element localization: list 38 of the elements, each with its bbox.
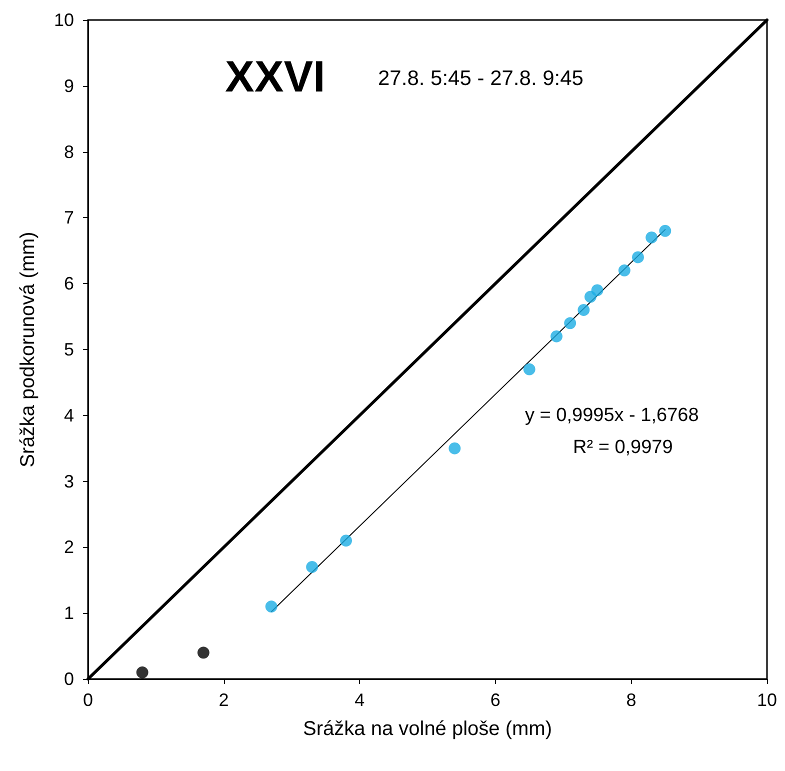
y-tick-label: 4	[64, 405, 74, 426]
y-tick-label: 6	[64, 274, 74, 294]
point	[591, 284, 604, 296]
point	[197, 646, 210, 659]
point	[659, 224, 672, 237]
point	[578, 304, 590, 316]
x-tick-label: 10	[756, 690, 778, 710]
x-tick-label: 8	[626, 690, 636, 710]
y-tick-label: 8	[64, 142, 74, 162]
annotation: R² = 0,9979	[573, 437, 673, 458]
x-tick-label: 4	[354, 690, 365, 710]
y-tick-label: 1	[64, 603, 74, 624]
point	[448, 442, 461, 454]
point	[618, 264, 630, 276]
point	[550, 330, 563, 342]
point	[523, 363, 536, 376]
y-tick-label: 10	[54, 10, 74, 30]
y-axis-title: Srážka podkorunová (mm)	[17, 232, 39, 468]
point	[632, 251, 644, 264]
point	[136, 666, 148, 678]
point	[265, 600, 278, 613]
point	[564, 317, 576, 330]
annotation: y = 0,9995x - 1,6768	[525, 405, 699, 426]
x-tick-label: 0	[82, 690, 94, 710]
y-tick-label: 2	[64, 537, 74, 558]
text: XXVI	[225, 52, 326, 102]
x-tick-label: 2	[218, 690, 229, 710]
point	[306, 560, 318, 573]
y-tick-label: 5	[64, 340, 74, 360]
y-tick-label: 7	[64, 208, 74, 228]
y-tick-label: 0	[64, 669, 74, 689]
y-tick-label: 3	[64, 471, 74, 492]
annotation: 27.8. 5:45 - 27.8. 9:45	[378, 67, 584, 90]
point	[340, 534, 352, 547]
x-axis-title: Srážka na volné ploše (mm)	[303, 718, 552, 740]
point	[646, 231, 658, 244]
y-tick-label: 9	[64, 76, 74, 96]
x-tick-label: 6	[490, 690, 500, 710]
